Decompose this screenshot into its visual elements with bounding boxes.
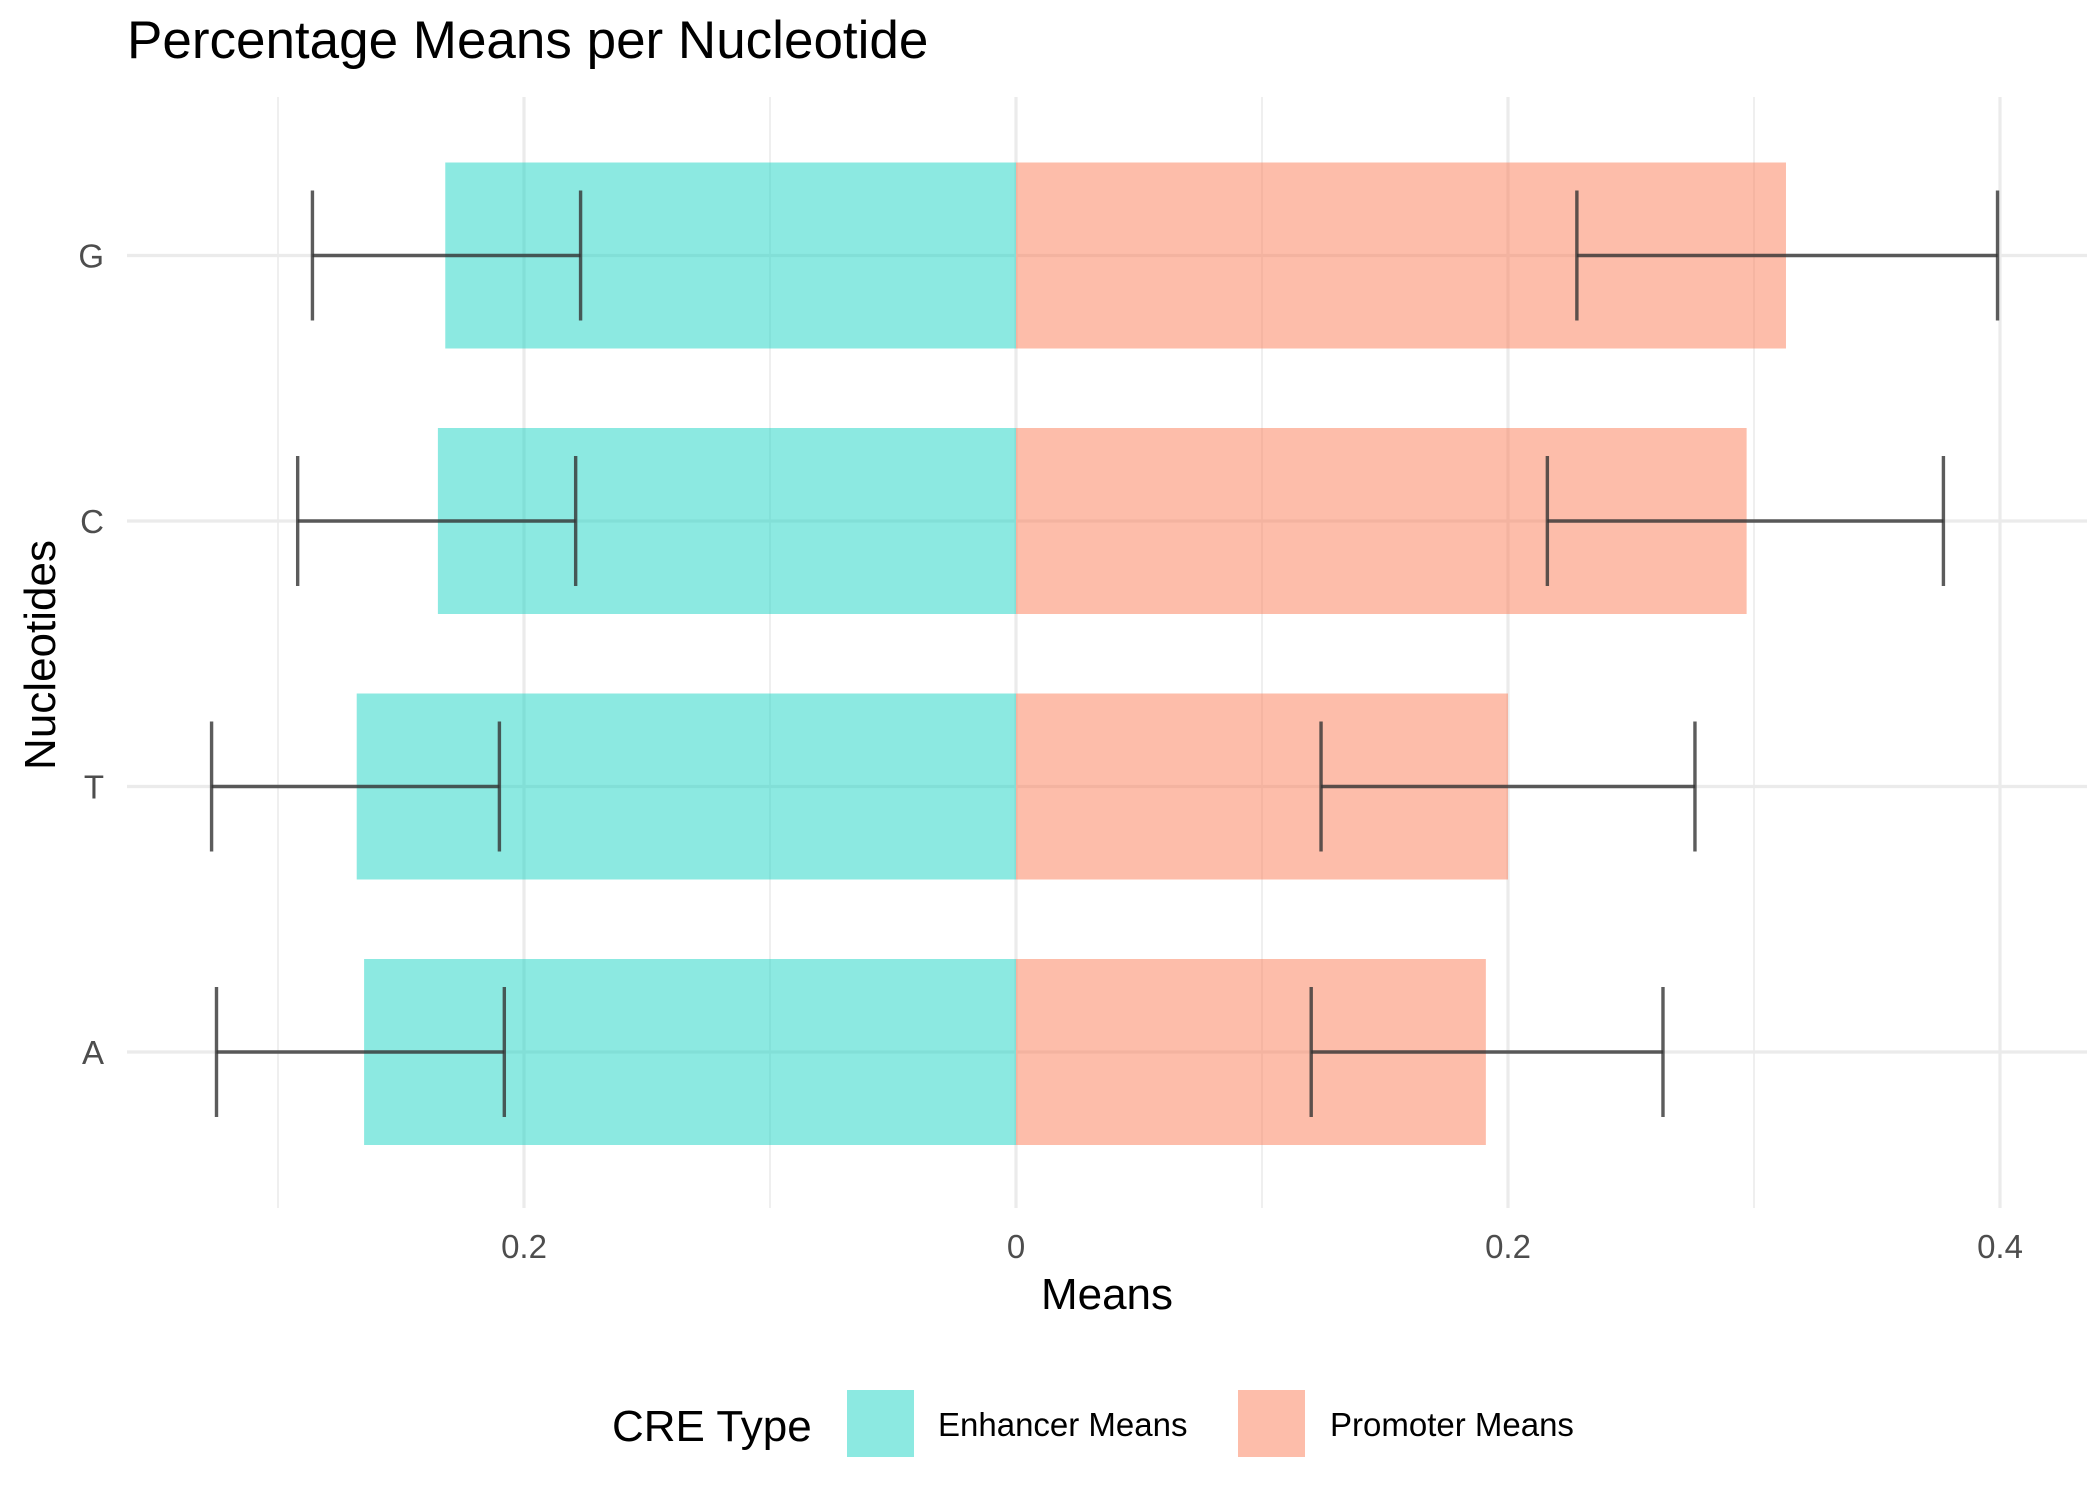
y-tick-label: T (84, 769, 104, 806)
error-bar-layer (209, 190, 2000, 1117)
legend-swatch-enhancer (847, 1390, 914, 1457)
legend-label-promoter: Promoter Means (1330, 1406, 1574, 1443)
x-tick-label: 0.2 (501, 1228, 547, 1265)
error-bar-promoter-g (1575, 190, 2000, 321)
y-tick-label: G (78, 238, 104, 275)
error-bar-promoter-c (1545, 456, 1946, 586)
y-tick-label: A (82, 1034, 104, 1071)
legend-label-enhancer: Enhancer Means (938, 1406, 1187, 1443)
error-bar-promoter-a (1309, 987, 1665, 1117)
x-tick-label: 0.2 (1485, 1228, 1531, 1265)
chart-title: Percentage Means per Nucleotide (127, 11, 928, 70)
bar-layer (356, 162, 1786, 1145)
y-axis-title: Nucleotides (16, 540, 65, 770)
error-bar-enhancer-t (209, 721, 502, 852)
error-bar-enhancer-a (214, 987, 507, 1117)
legend-swatch-promoter (1238, 1390, 1305, 1457)
error-bar-enhancer-g (310, 190, 583, 321)
legend-title: CRE Type (612, 1402, 812, 1451)
error-bar-enhancer-c (295, 456, 578, 586)
x-tick-label: 0.4 (1977, 1228, 2023, 1265)
legend: CRE Type Enhancer Means Promoter Means (612, 1390, 1574, 1457)
error-bar-promoter-t (1319, 721, 1697, 852)
x-axis-title: Means (1041, 1270, 1173, 1319)
x-tick-label: 0 (1007, 1228, 1025, 1265)
tick-label-layer: 0.2 0 0.2 0.4 A T C G (78, 238, 2023, 1266)
y-tick-label: C (80, 503, 104, 540)
